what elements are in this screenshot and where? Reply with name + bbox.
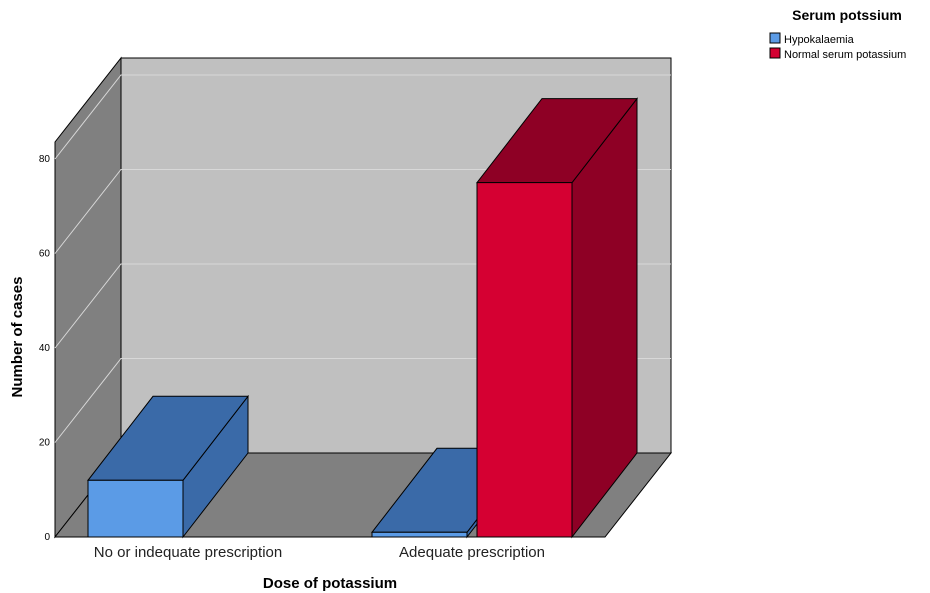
legend-title: Serum potssium xyxy=(792,7,902,23)
bar xyxy=(86,394,250,539)
y-tick-label: 0 xyxy=(44,532,50,543)
legend: Serum potssium Hypokalaemia Normal serum… xyxy=(769,7,906,61)
legend-swatch-normal xyxy=(769,47,781,59)
x-axis-ticks: No or indequate prescription Adequate pre… xyxy=(94,544,545,561)
gridline xyxy=(54,74,671,160)
y-axis-ticks: 0 20 40 60 80 xyxy=(39,154,51,543)
x-tick-label: No or indequate prescription xyxy=(94,544,282,561)
y-axis-title: Number of cases xyxy=(9,277,26,398)
legend-label-normal: Normal serum potassium xyxy=(784,49,906,61)
bar-front xyxy=(87,479,184,538)
y-tick-label: 40 xyxy=(39,343,51,354)
x-tick-label: Adequate prescription xyxy=(399,544,545,561)
y-tick-label: 60 xyxy=(39,249,51,260)
y-tick-label: 80 xyxy=(39,154,51,165)
x-axis-title: Dose of potassium xyxy=(263,575,397,592)
bars xyxy=(86,97,639,539)
bar-front xyxy=(476,182,573,538)
legend-label-hypokalaemia: Hypokalaemia xyxy=(784,34,855,46)
y-tick-label: 20 xyxy=(39,438,51,449)
legend-swatch-hypokalaemia xyxy=(769,32,781,44)
bar-front xyxy=(371,531,468,538)
bar xyxy=(475,97,639,539)
